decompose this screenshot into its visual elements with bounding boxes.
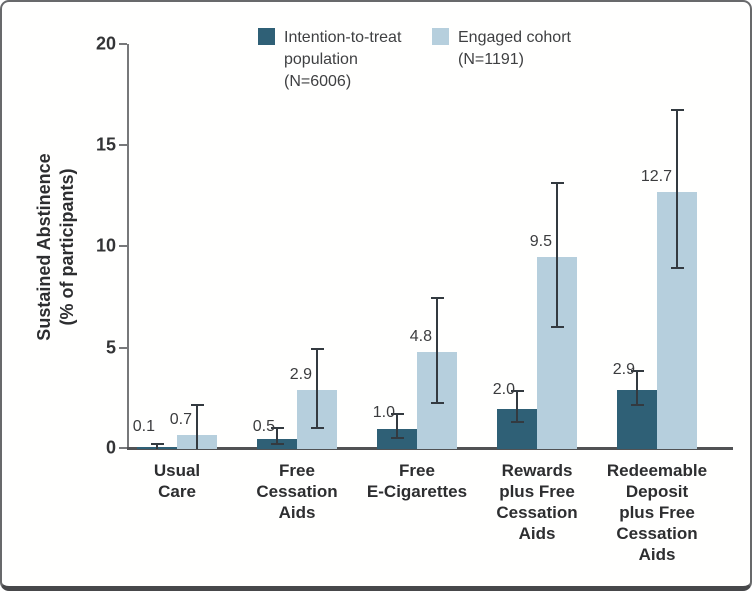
category-label: Free Cessation Aids	[222, 460, 372, 523]
legend-label: Intention-to-treat	[284, 29, 402, 46]
error-bar-cap-bottom	[510, 420, 524, 423]
category-label: Usual Care	[102, 460, 252, 502]
y-tick-label: 0	[105, 437, 116, 458]
y-tick-mark	[119, 347, 127, 349]
value-label: 2.9	[612, 361, 635, 379]
y-axis-title: Sustained Abstinence (% of participants)	[33, 77, 79, 417]
category-label: Free E-Cigarettes	[342, 460, 492, 502]
category-label-line: Cessation	[496, 503, 578, 522]
bar-itt	[377, 428, 417, 449]
error-bar	[316, 347, 318, 429]
y-tick-label: 10	[95, 235, 116, 256]
category-label: Redeemable Deposit plus Free Cessation Aids	[582, 460, 732, 565]
error-bar-cap-bottom	[310, 426, 324, 429]
error-bar-cap-bottom	[390, 436, 404, 439]
error-bar	[636, 370, 638, 407]
error-bar-cap-top	[390, 412, 404, 415]
category-label-line: Free	[279, 461, 315, 480]
category-label-line: Rewards	[501, 461, 573, 480]
legend-item-itt: Intention-to-treat population (N=6006)	[258, 27, 401, 93]
error-bar-cap-bottom	[270, 442, 284, 445]
category-label-line: Aids	[638, 545, 676, 564]
error-bar-cap-bottom	[550, 325, 564, 328]
legend-label: Engaged cohort	[458, 29, 571, 46]
category-label-line: Cessation	[256, 482, 338, 501]
category-label-line: Aids	[518, 524, 556, 543]
value-label: 0.1	[132, 418, 155, 435]
category-label-line: Aids	[278, 503, 316, 522]
y-tick-mark	[119, 245, 127, 247]
category-label-line: Usual	[153, 461, 201, 480]
value-label: 2.0	[492, 381, 515, 399]
legend-swatch-itt	[258, 28, 275, 45]
error-bar-cap-top	[190, 404, 204, 407]
value-label: 9.5	[529, 232, 552, 250]
y-tick-mark	[119, 144, 127, 146]
error-bar-cap-top	[670, 108, 684, 111]
category-label-line: plus Free	[499, 482, 575, 501]
legend-item-engaged: Engaged cohort (N=1191)	[432, 27, 571, 71]
category-label-line: Care	[158, 482, 196, 501]
y-axis-title-line1: Sustained Abstinence	[34, 153, 54, 341]
error-bar	[676, 108, 678, 269]
category-label-line: Deposit	[625, 482, 689, 501]
error-bar-cap-top	[510, 390, 524, 393]
error-bar	[276, 426, 278, 445]
y-axis-line	[127, 44, 129, 449]
category-label-line: Cessation	[616, 524, 698, 543]
y-tick-label: 15	[95, 134, 116, 155]
value-label: 4.8	[409, 327, 432, 345]
value-label: 1.0	[372, 403, 395, 421]
category-label-line: E-Cigarettes	[366, 482, 468, 501]
error-bar-cap-top	[430, 297, 444, 300]
legend-label: population	[284, 51, 358, 68]
error-bar-cap-bottom	[430, 402, 444, 405]
legend-swatch-engaged	[432, 28, 449, 45]
error-bar-cap-bottom	[670, 266, 684, 269]
value-label: 0.7	[169, 410, 192, 428]
error-bar	[556, 181, 558, 328]
y-tick-mark	[119, 447, 127, 449]
value-label: 2.9	[289, 366, 312, 384]
error-bar	[396, 412, 398, 439]
error-bar-cap-top	[630, 370, 644, 373]
error-bar-cap-bottom	[630, 404, 644, 407]
legend-label: (N=1191)	[458, 51, 524, 68]
error-bar	[196, 404, 198, 449]
y-axis-title-line2: (% of participants)	[57, 168, 77, 326]
error-bar	[156, 442, 158, 449]
y-tick-label: 5	[105, 337, 116, 358]
category-label-line: plus Free	[619, 503, 695, 522]
error-bar	[516, 390, 518, 423]
error-bar-cap-top	[270, 426, 284, 429]
category-label-line: Redeemable	[606, 461, 708, 480]
category-label-line: Free	[399, 461, 435, 480]
value-label: 12.7	[640, 167, 672, 185]
y-tick-mark	[119, 43, 127, 45]
y-tick-label: 20	[95, 33, 116, 54]
category-label: Rewards plus Free Cessation Aids	[462, 460, 612, 544]
error-bar-cap-top	[550, 181, 564, 184]
legend: Intention-to-treat population (N=6006) E…	[2, 27, 750, 97]
value-label: 0.5	[252, 417, 275, 435]
error-bar	[436, 297, 438, 405]
error-bar-cap-top	[310, 347, 324, 350]
legend-label: (N=6006)	[284, 73, 352, 90]
error-bar-cap-top	[150, 442, 164, 445]
